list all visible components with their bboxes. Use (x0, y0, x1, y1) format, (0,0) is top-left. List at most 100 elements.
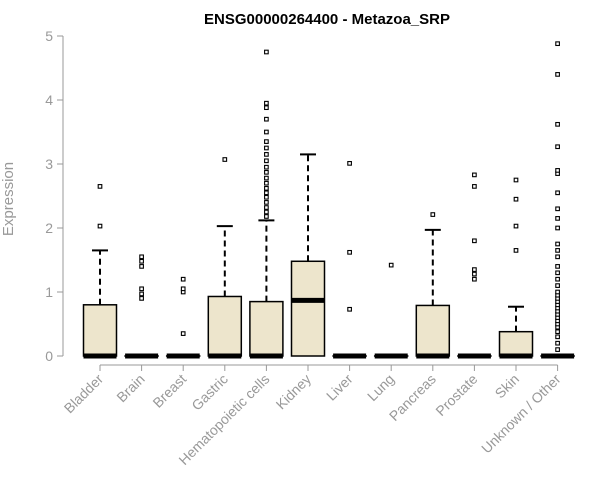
outlier-point (180, 276, 186, 282)
outlier-point (472, 267, 477, 272)
outlier-point (264, 49, 269, 55)
outlier-point (513, 177, 519, 183)
outlier-point (513, 196, 519, 202)
outlier-point (264, 205, 269, 210)
outlier-point (264, 185, 269, 191)
outlier-point (264, 175, 269, 181)
box-group-bladder (82, 184, 118, 359)
outlier-point (264, 194, 269, 200)
outlier-point (513, 223, 519, 229)
chart-title: ENSG00000264400 - Metazoa_SRP (204, 11, 450, 28)
outlier-point (555, 334, 560, 340)
outlier-point (139, 296, 144, 301)
outlier-point (264, 158, 269, 164)
box (290, 260, 326, 357)
outlier-point (139, 254, 144, 260)
y-tick-label: 1 (45, 284, 53, 300)
outlier-point (472, 271, 477, 277)
outlier-point (180, 331, 186, 336)
x-tick-label: Kidney (273, 371, 315, 413)
outlier-point (555, 340, 560, 346)
outlier-point (264, 116, 269, 122)
outlier-point (347, 249, 352, 255)
box-group-gastric (207, 157, 243, 359)
y-tick-label: 0 (45, 348, 53, 364)
y-tick-label: 4 (45, 92, 53, 108)
outlier-point (97, 184, 103, 189)
box (82, 304, 118, 357)
outlier-point (180, 286, 186, 292)
box-group-brain (124, 254, 159, 359)
outlier-point (264, 145, 269, 151)
outlier-point (97, 223, 103, 229)
box-group-unknown-other (540, 41, 575, 359)
outlier-point (264, 152, 269, 157)
outlier-point (555, 41, 560, 47)
box-group-liver (332, 161, 367, 359)
outlier-point (555, 329, 560, 335)
outlier-point (472, 172, 477, 178)
box-group-pancreas (415, 212, 451, 359)
box-group-skin (498, 177, 534, 359)
outlier-point (555, 270, 560, 276)
outlier-point (430, 212, 436, 217)
y-axis: 0 1 2 3 4 5 (45, 28, 64, 364)
box (207, 295, 243, 357)
outlier-point (555, 289, 560, 295)
outlier-point (513, 248, 519, 253)
box (249, 300, 284, 357)
outlier-point (139, 258, 144, 264)
outlier-point (555, 283, 560, 288)
box-group-prostate (457, 172, 492, 359)
outlier-point (472, 184, 477, 189)
box (498, 330, 534, 357)
x-tick-label: Liver (323, 371, 356, 404)
outlier-point (264, 190, 269, 196)
x-tick-label: Bladder (61, 371, 107, 417)
outlier-point (555, 225, 560, 231)
outlier-point (264, 129, 269, 135)
outlier-point (555, 264, 560, 269)
outlier-point (555, 216, 560, 221)
outlier-point (555, 276, 560, 282)
plot-area (82, 41, 575, 359)
outlier-point (264, 139, 269, 144)
outlier-point (264, 169, 269, 175)
outlier-point (139, 286, 144, 292)
box-group-breast (165, 276, 201, 359)
outlier-point (139, 264, 144, 269)
outlier-point (555, 190, 560, 196)
outlier-point (555, 72, 560, 77)
x-tick-label: Prostate (432, 371, 480, 419)
y-axis-label: Expression (0, 162, 17, 236)
outlier-point (388, 262, 394, 268)
x-tick-label: Brain (113, 371, 147, 405)
outlier-point (264, 200, 269, 205)
outlier-point (555, 144, 560, 150)
outlier-point (264, 105, 269, 111)
x-tick-label: Breast (149, 371, 189, 411)
box-group-hematopoietic-cells (249, 49, 284, 359)
outlier-point (139, 291, 144, 297)
box-group-kidney (290, 153, 326, 357)
x-tick-label: Skin (492, 371, 523, 402)
outlier-point (347, 306, 352, 312)
x-tick-label: Unknown / Other (478, 371, 564, 457)
outlier-point (555, 248, 560, 253)
outlier-point (555, 121, 560, 127)
x-tick-label: Lung (364, 371, 397, 404)
y-tick-label: 2 (45, 220, 53, 236)
outlier-point (555, 168, 560, 173)
y-tick-label: 5 (45, 28, 53, 44)
outlier-point (347, 161, 352, 166)
box (415, 304, 451, 357)
outlier-point (264, 100, 269, 106)
outlier-point (264, 164, 269, 170)
outlier-point (555, 347, 560, 352)
outlier-point (264, 209, 269, 215)
outlier-point (264, 180, 269, 186)
box-group-lung (373, 262, 409, 359)
outlier-point (472, 276, 477, 282)
